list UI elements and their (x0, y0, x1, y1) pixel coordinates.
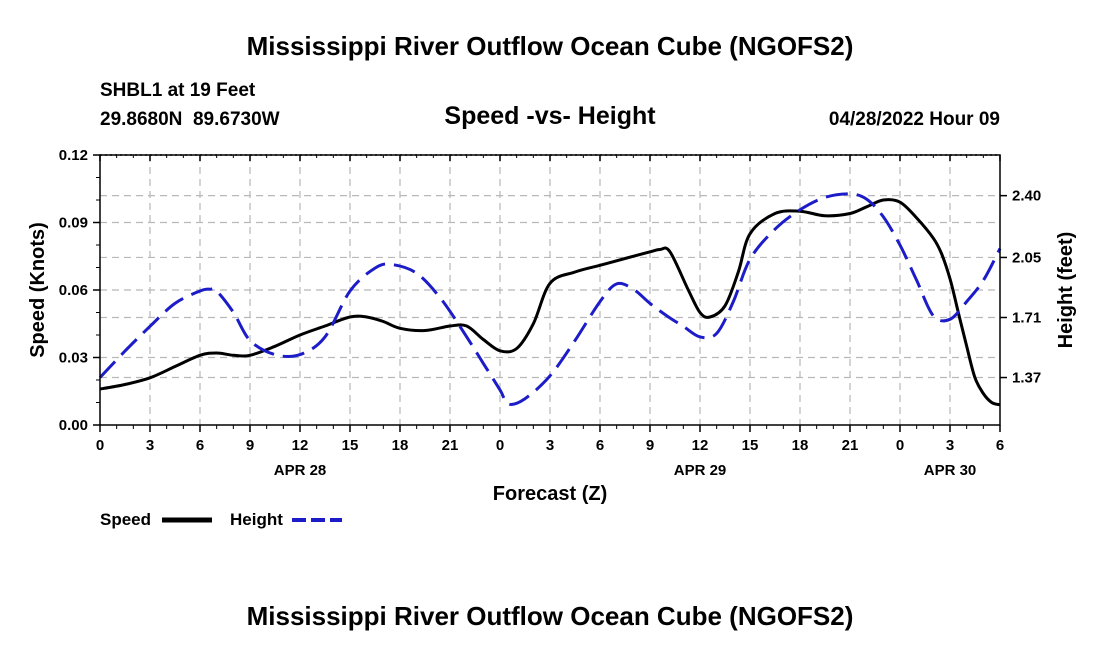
x-tick-label: 15 (742, 437, 759, 454)
grid-lines (100, 155, 1000, 425)
x-tick-label: 0 (896, 437, 904, 454)
x-tick-label: 18 (792, 437, 809, 454)
footer-title: Mississippi River Outflow Ocean Cube (NG… (247, 601, 854, 631)
y-axis-label-right: Height (feet) (1055, 232, 1077, 349)
x-tick-label: 6 (596, 437, 604, 454)
main-title: Mississippi River Outflow Ocean Cube (NG… (247, 31, 854, 61)
y-tick-label-left: 0.09 (59, 215, 88, 232)
y-tick-label-left: 0.12 (59, 147, 88, 164)
y-tick-label-left: 0.00 (59, 417, 88, 434)
legend-label-height: Height (230, 510, 283, 529)
y-tick-label-right: 2.40 (1012, 188, 1041, 205)
y-axis-label-left: Speed (Knots) (27, 222, 49, 358)
x-tick-label: 0 (496, 437, 504, 454)
y-tick-label-right: 2.05 (1012, 249, 1041, 266)
y-tick-label-left: 0.06 (59, 282, 88, 299)
x-tick-label: 9 (246, 437, 254, 454)
legend: Speed Height (100, 510, 342, 529)
x-tick-label: 9 (646, 437, 654, 454)
x-axis-label: Forecast (Z) (493, 483, 607, 505)
x-tick-label: 3 (946, 437, 954, 454)
x-tick-label: 3 (546, 437, 554, 454)
x-tick-label: 3 (146, 437, 154, 454)
series-line-height (98, 192, 1002, 406)
x-tick-label: 0 (96, 437, 104, 454)
series-lines (98, 192, 1002, 407)
x-tick-label: 12 (292, 437, 309, 454)
x-tick-label: 15 (342, 437, 359, 454)
x-tick-label: 21 (842, 437, 859, 454)
chart-title: Speed -vs- Height (444, 102, 656, 130)
y-tick-label-left: 0.03 (59, 350, 88, 367)
x-tick-label: 21 (442, 437, 459, 454)
series-line-speed (99, 198, 1001, 407)
y-tick-label-right: 1.71 (1012, 309, 1041, 326)
date-label: APR 29 (674, 462, 727, 479)
datetime-label: 04/28/2022 Hour 09 (829, 109, 1000, 130)
axis-ticks: 0 3 6 9 12 15 18 21 0 3 6 9 12 15 18 21 0 3 6 APR 28 APR 29 A… (59, 147, 1041, 479)
date-label: APR 30 (924, 462, 977, 479)
x-tick-label: 6 (996, 437, 1004, 454)
legend-label-speed: Speed (100, 510, 151, 529)
x-tick-label: 12 (692, 437, 709, 454)
y-tick-label-right: 1.37 (1012, 370, 1041, 387)
coordinates-label: 29.8680N 89.6730W (100, 109, 280, 130)
x-tick-label: 18 (392, 437, 409, 454)
x-tick-label: 6 (196, 437, 204, 454)
station-label: SHBL1 at 19 Feet (100, 80, 256, 101)
date-label: APR 28 (274, 462, 327, 479)
